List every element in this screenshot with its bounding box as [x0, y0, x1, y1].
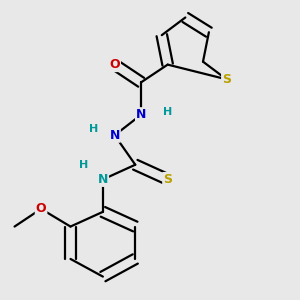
Text: O: O	[110, 58, 120, 71]
Text: N: N	[98, 173, 108, 186]
Text: N: N	[136, 108, 146, 121]
Text: H: H	[79, 160, 88, 170]
Text: H: H	[163, 107, 172, 117]
Text: H: H	[89, 124, 99, 134]
Text: O: O	[36, 202, 46, 215]
Text: N: N	[110, 129, 120, 142]
Text: S: S	[222, 73, 231, 86]
Text: S: S	[163, 173, 172, 186]
